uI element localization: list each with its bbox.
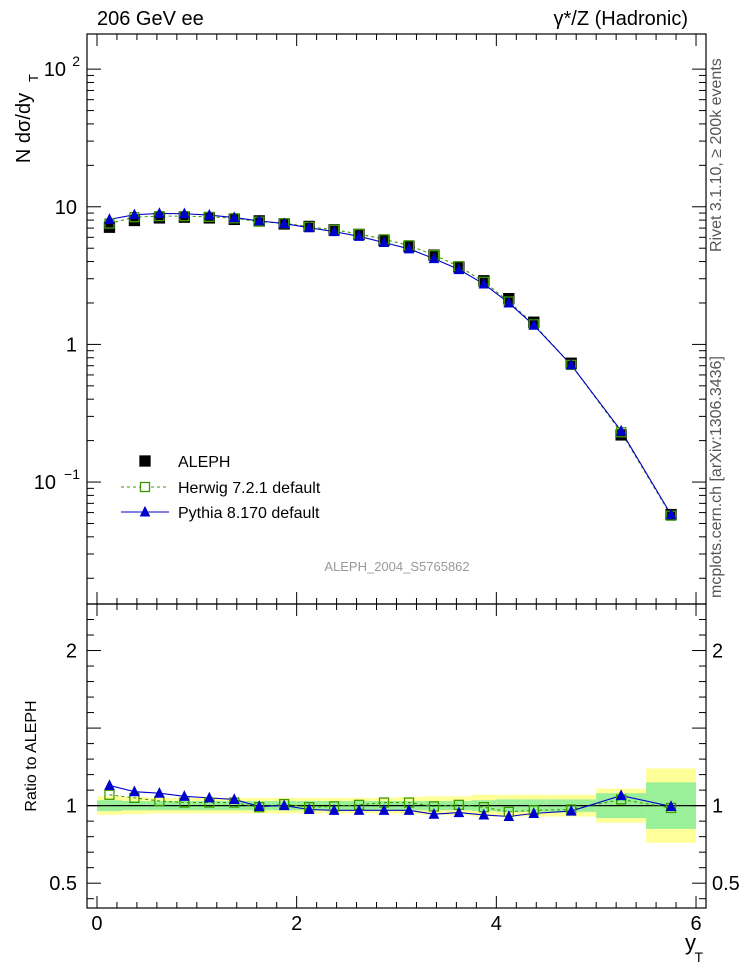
legend-aleph-marker [139,455,151,467]
y-tick-label-exponent: 2 [72,53,80,69]
analysis-id-label: ALEPH_2004_S5765862 [324,559,469,574]
y-tick-label: 1 [66,334,77,356]
pythia-point [278,217,290,229]
pythia-point [203,208,215,220]
pythia-ratio-point [403,804,415,815]
pythia-ratio-point [428,807,440,819]
legend-label: Herwig 7.2.1 default [178,480,321,497]
y-tick-label: 10 [44,59,66,81]
pythia-ratio-point [665,800,677,811]
ratio-y-tick-label-right: 0.5 [712,873,740,895]
pythia-point [403,242,415,254]
ratio-y-tick-label: 0.5 [49,873,77,895]
ratio-y-tick-label: 2 [66,641,77,663]
pythia-point [154,207,165,218]
legend-pythia-marker [139,505,151,517]
pythia-ratio-point [378,804,390,815]
ratio-y-label-group: Ratio to ALEPH [23,700,40,811]
pythia-point [378,236,390,248]
pythia-point [615,424,627,436]
pythia-ratio-point [615,789,627,801]
pythia-ratio-point [503,810,515,822]
x-axis-label: y [685,930,696,955]
pythia-ratio-point [528,807,540,818]
legend-label: ALEPH [178,454,230,471]
x-tick-label: 0 [91,913,102,935]
pythia-ratio-point [104,779,115,791]
x-tick-label: 2 [291,913,302,935]
pythia-ratio-point [303,803,315,815]
x-axis-label-subscript: T [694,949,703,965]
pythia-point [253,214,265,226]
top-right-title: γ*/Z (Hadronic) [553,8,688,30]
ratio-y-tick-label: 1 [66,796,77,818]
pythia-point [478,277,490,289]
y-tick-label: 10 [55,197,77,219]
herwig-ratio-point [104,789,115,800]
pythia-ratio-point [203,791,215,803]
pythia-ratio-point [453,806,465,818]
pythia-ratio-point [278,799,290,811]
y-tick-label: 10 [34,472,56,494]
rivet-version-label: Rivet 3.1.10, ≥ 200k events [708,58,725,252]
pythia-point [503,296,515,308]
legend-label: Pythia 8.170 default [178,505,320,522]
herwig-line [109,215,672,516]
pythia-ratio-point [353,804,365,815]
x-tick-label: 6 [690,913,701,935]
x-tick-label: 4 [491,913,502,935]
pythia-point [528,318,540,330]
y-axis-label-group: N dσ/dy T [13,74,41,163]
pythia-ratio-point [179,790,190,801]
pythia-point [353,230,365,241]
pythia-ratio-point [253,800,265,811]
pythia-ratio-point [129,785,140,797]
pythia-ratio-point [328,804,340,815]
pythia-ratio-point [154,787,165,798]
pythia-point [303,221,315,233]
pythia-point [328,225,340,237]
ratio-y-tick-label-right: 2 [712,641,723,663]
ratio-plot-frame [86,603,707,909]
pythia-ratio-point [565,804,577,816]
legend-herwig-marker [139,481,151,493]
y-axis-label-subscript: T [26,74,41,82]
pythia-ratio-point [478,808,490,820]
y-tick-label-exponent: −1 [64,466,80,482]
pythia-ratio-point [228,793,240,804]
y-axis-label: N dσ/dy [13,93,35,163]
pythia-point [104,213,115,224]
top-left-title: 206 GeV ee [97,8,204,30]
pythia-point [565,358,577,370]
pythia-point [129,208,140,220]
ratio-y-tick-label-right: 1 [712,796,723,818]
mcplots-label: mcplots.cern.ch [arXiv:1306.3436] [708,356,725,598]
pythia-point [665,508,677,520]
ratio-y-axis-label: Ratio to ALEPH [23,700,40,811]
pythia-point [453,263,465,275]
pythia-point [228,211,240,223]
pythia-point [428,252,440,264]
pythia-point [179,207,190,219]
